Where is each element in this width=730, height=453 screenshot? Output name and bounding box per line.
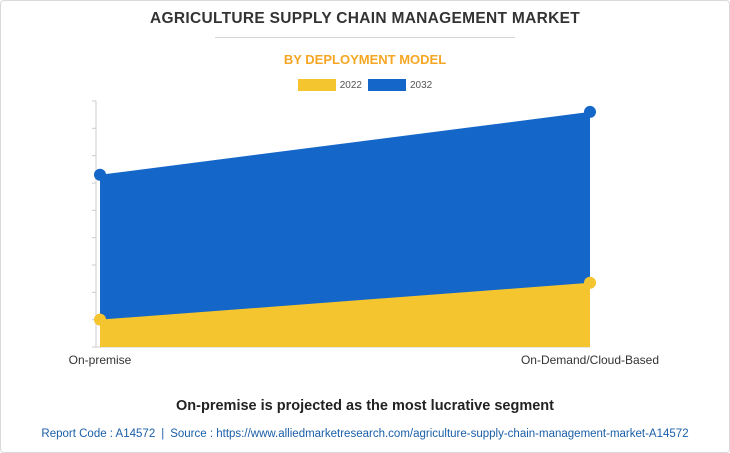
title-divider [215, 37, 515, 38]
x-tick-label: On-Demand/Cloud-Based [521, 353, 659, 367]
chart-legend: 2022 2032 [0, 79, 730, 91]
chart-title: AGRICULTURE SUPPLY CHAIN MANAGEMENT MARK… [150, 10, 580, 27]
x-tick-label: On-premise [69, 353, 132, 367]
area-series-2022 [100, 282, 590, 347]
footer: Report Code : A14572 | Source : https://ww… [0, 428, 730, 440]
point-2022-1 [584, 276, 596, 289]
report-code: Report Code : A14572 [41, 428, 156, 440]
key-finding: On-premise is projected as the most lucr… [176, 398, 554, 414]
legend-label-2022: 2022 [339, 79, 362, 91]
point-2022-0 [94, 313, 106, 326]
legend-item-2022[interactable]: 2022 [297, 79, 362, 91]
legend-swatch-2022 [297, 79, 336, 91]
legend-swatch-2032 [368, 79, 406, 91]
point-2032-1 [584, 105, 596, 118]
point-2032-0 [94, 168, 106, 181]
legend-item-2032[interactable]: 2032 [368, 79, 432, 91]
footer-separator: | [161, 428, 165, 440]
chart-subtitle: BY DEPLOYMENT MODEL [283, 52, 447, 67]
area-series-2032 [100, 111, 590, 347]
source-link[interactable]: Source : https://www.alliedmarketresearc… [170, 428, 689, 440]
legend-label-2032: 2032 [410, 79, 433, 91]
